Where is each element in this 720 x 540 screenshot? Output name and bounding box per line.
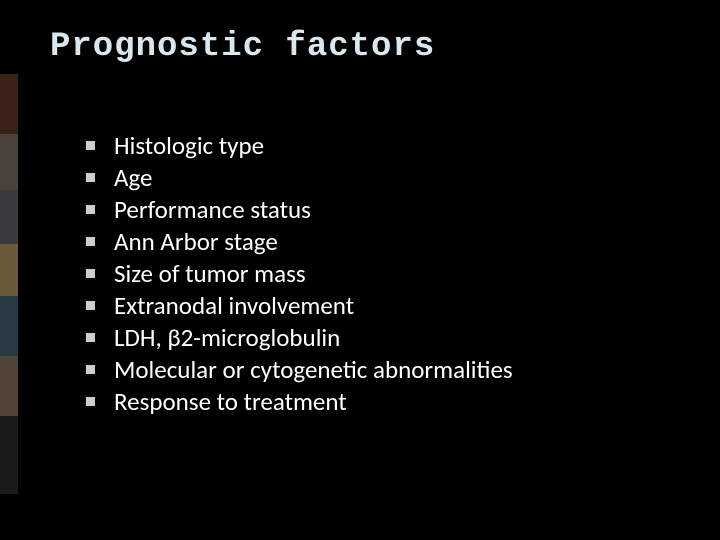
bullet-item: Size of tumor mass <box>86 258 513 290</box>
bullet-item: LDH, β2-microglobulin <box>86 322 513 354</box>
bullet-item: Ann Arbor stage <box>86 226 513 258</box>
left-decorative-stripe <box>0 0 18 540</box>
bullet-item: Histologic type <box>86 130 513 162</box>
bullet-item: Performance status <box>86 194 513 226</box>
stripe-segment <box>0 356 18 416</box>
stripe-segment <box>0 134 18 190</box>
bullet-item: Age <box>86 162 513 194</box>
bullet-item: Extranodal involvement <box>86 290 513 322</box>
bullet-list: Histologic typeAgePerformance statusAnn … <box>86 130 513 418</box>
stripe-segment <box>0 296 18 356</box>
stripe-segment <box>0 74 18 134</box>
slide-title: Prognostic factors <box>50 28 435 66</box>
stripe-segment <box>0 416 18 494</box>
stripe-segment <box>0 244 18 296</box>
stripe-segment <box>0 190 18 244</box>
bullet-item: Response to treatment <box>86 386 513 418</box>
bullet-item: Molecular or cytogenetic abnormalities <box>86 354 513 386</box>
